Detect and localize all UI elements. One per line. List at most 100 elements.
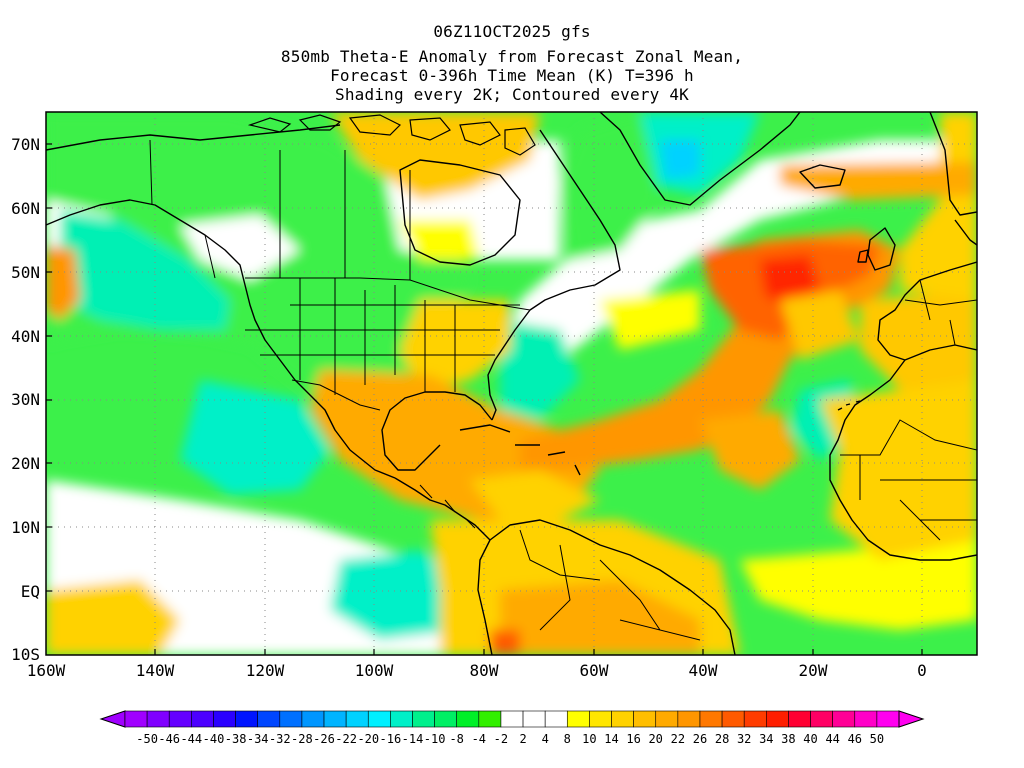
colorbar-swatch <box>522 710 546 728</box>
lon-label-60w: 60W <box>579 661 609 680</box>
colorbar-arrow-left <box>99 710 126 728</box>
colorbar-swatch <box>412 710 435 728</box>
colorbar-label: -50 <box>136 732 158 746</box>
lat-label-50n: 50N <box>11 263 40 282</box>
lat-label-eq: EQ <box>20 582 40 601</box>
colorbar-label: -44 <box>180 732 203 746</box>
colorbar-swatch <box>124 710 148 728</box>
colorbar-swatch <box>544 710 568 728</box>
colorbar-swatch <box>478 710 502 728</box>
colorbar-label: 28 <box>714 732 730 746</box>
colorbar-label: -4 <box>471 732 487 746</box>
colorbar-swatch <box>743 710 767 728</box>
colorbar-swatch <box>235 710 258 728</box>
colorbar-swatch <box>721 710 745 728</box>
colorbar-label: -16 <box>379 732 402 746</box>
theta-e-anomaly-shading <box>46 112 977 655</box>
colorbar-label: -2 <box>493 732 509 746</box>
colorbar-label: 2 <box>519 732 527 746</box>
colorbar-label: 14 <box>604 732 619 746</box>
lon-label-140w: 140W <box>135 661 175 680</box>
tick-marks <box>46 143 923 655</box>
lat-label-40n: 40N <box>11 327 40 346</box>
map-frame <box>45 111 978 656</box>
lon-label-100w: 100W <box>354 661 394 680</box>
lon-label-80w: 80W <box>469 661 499 680</box>
colorbar-label: 46 <box>847 732 863 746</box>
colorbar-swatch <box>257 710 281 728</box>
colorbar-label: -28 <box>291 732 313 746</box>
colorbar-label: 4 <box>541 732 549 746</box>
colorbar-label: -38 <box>224 732 247 746</box>
colorbar-swatch <box>146 710 170 728</box>
colorbar-label: -14 <box>401 732 424 746</box>
lon-label-20w: 20W <box>798 661 828 680</box>
colorbar-swatch <box>876 710 900 728</box>
lat-label-10n: 10N <box>11 518 40 537</box>
colorbar-label: 32 <box>736 732 752 746</box>
colorbar-label: -40 <box>202 732 225 746</box>
colorbar-label: -32 <box>268 732 291 746</box>
colorbar-swatch <box>500 710 524 728</box>
colorbar-label: -26 <box>313 732 335 746</box>
colorbar-swatch <box>456 710 480 728</box>
colorbar-swatch <box>810 710 833 728</box>
lon-label-120w: 120W <box>245 661 285 680</box>
colorbar-label: -20 <box>357 732 380 746</box>
colorbar-label: 40 <box>803 732 818 746</box>
lat-label-20n: 20N <box>11 454 40 473</box>
colorbar-label: -8 <box>449 732 464 746</box>
colorbar-swatch <box>168 710 192 728</box>
colorbar-label: 38 <box>781 732 796 746</box>
colorbar-swatch <box>766 710 789 728</box>
title-shading-info: Shading every 2K; Contoured every 4K <box>335 85 689 104</box>
lon-label-0: 0 <box>917 661 927 680</box>
colorbar-swatch <box>699 710 723 728</box>
lon-label-40w: 40W <box>688 661 718 680</box>
colorbar-label: 10 <box>582 732 597 746</box>
colorbar-swatch <box>323 710 347 728</box>
gridlines <box>46 112 977 655</box>
colorbar-swatch <box>345 710 369 728</box>
colorbar-swatch <box>655 710 679 728</box>
political-borders <box>149 139 977 641</box>
colorbar-swatch <box>788 710 811 728</box>
colorbar-arrow-right <box>898 710 925 728</box>
colorbar-swatch <box>279 710 303 728</box>
colorbar-swatch <box>367 710 391 728</box>
colorbar-label: 20 <box>648 732 663 746</box>
colorbar-swatch <box>832 710 856 728</box>
colorbar-swatch <box>633 710 657 728</box>
title-field: 850mb Theta-E Anomaly from Forecast Zona… <box>280 47 744 66</box>
colorbar-swatch <box>434 710 458 728</box>
colorbar-swatch <box>611 710 634 728</box>
arctic-islands <box>247 114 536 156</box>
colorbar-label: 34 <box>759 732 774 746</box>
colorbar-swatch <box>301 710 325 728</box>
lat-label-30n: 30N <box>11 390 40 409</box>
lat-label-60n: 60N <box>11 199 40 218</box>
colorbar-swatch <box>677 710 701 728</box>
colorbar-swatch <box>213 710 236 728</box>
lat-label-10s: 10S <box>11 645 40 664</box>
title-forecast-range: Forecast 0-396h Time Mean (K) T=396 h <box>330 66 694 85</box>
colorbar-label: -34 <box>246 732 269 746</box>
colorbar-swatch <box>854 710 878 728</box>
colorbar-label: 22 <box>670 732 686 746</box>
colorbar-swatch <box>390 710 413 728</box>
coastlines <box>46 112 977 655</box>
title-date-model: 06Z11OCT2025 gfs <box>433 22 591 41</box>
colorbar-swatch <box>191 710 214 728</box>
colorbar-label: 16 <box>626 732 641 746</box>
lon-label-160w: 160W <box>26 661 66 680</box>
colorbar <box>99 710 925 728</box>
colorbar-label: 50 <box>869 732 885 746</box>
colorbar-label: -10 <box>423 732 446 746</box>
colorbar-label: 26 <box>692 732 708 746</box>
colorbar-label: 44 <box>825 732 840 746</box>
colorbar-swatch <box>566 710 590 728</box>
colorbar-label: -46 <box>158 732 181 746</box>
colorbar-swatch <box>589 710 612 728</box>
lat-label-70n: 70N <box>11 135 40 154</box>
